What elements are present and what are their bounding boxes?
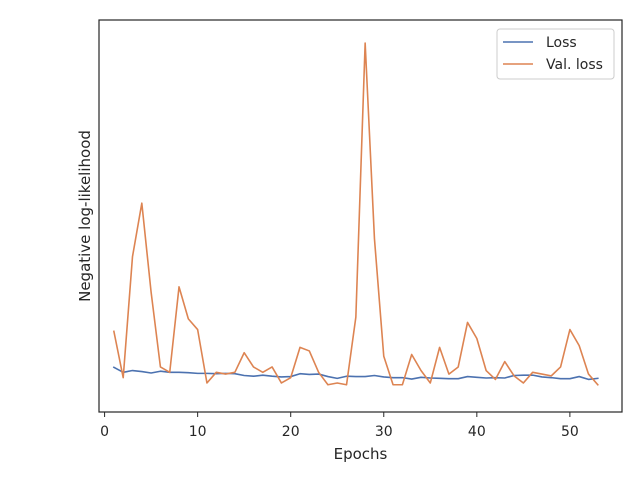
legend: Loss Val. loss (496, 28, 615, 80)
x-tick-label: 20 (282, 424, 300, 440)
x-tick-label: 30 (375, 424, 393, 440)
series-lines (112, 42, 599, 386)
series-line-loss (112, 366, 599, 381)
x-axis-label: Epochs (334, 445, 388, 463)
legend-label: Val. loss (546, 57, 603, 73)
plot-frame (98, 19, 623, 413)
x-tick-label: 0 (100, 424, 109, 440)
plot-background (99, 20, 622, 412)
y-axis-label: Negative log-likelihood (76, 130, 94, 302)
legend-label: Loss (546, 35, 577, 51)
x-axis-ticks: 0 10 20 30 40 50 (100, 412, 579, 440)
x-tick-label: 40 (468, 424, 486, 440)
x-tick-label: 10 (189, 424, 207, 440)
series-line-val-loss (112, 42, 599, 386)
x-tick-label: 50 (561, 424, 579, 440)
